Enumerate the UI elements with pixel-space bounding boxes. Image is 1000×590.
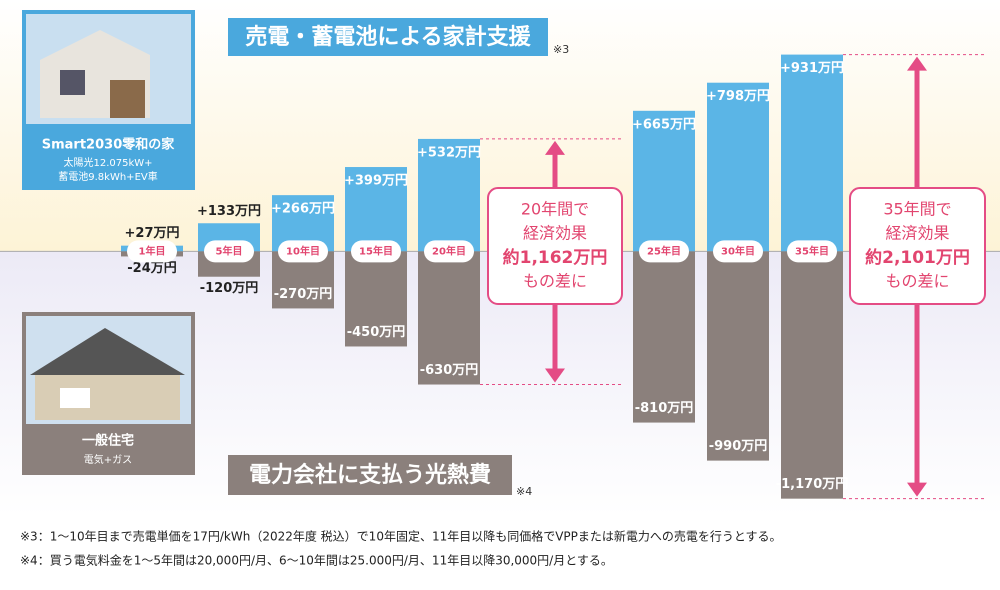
category-label: 5年目 xyxy=(216,244,243,257)
annotation-text: 経済効果 xyxy=(885,224,949,243)
house-name: 一般住宅 xyxy=(82,433,134,449)
annotation-text: 経済効果 xyxy=(523,224,587,243)
bar xyxy=(418,251,480,385)
category-label: 30年目 xyxy=(721,244,755,257)
bar xyxy=(633,251,695,423)
series-title: 電力会社に支払う光熱費 xyxy=(249,462,491,488)
category-pill xyxy=(787,240,837,263)
value-label: +27万円 xyxy=(125,226,180,241)
annotation-box xyxy=(487,187,623,305)
value-label: -630万円 xyxy=(420,363,479,378)
house-detail: 太陽光12.075kW+ xyxy=(63,156,152,169)
value-label: +133万円 xyxy=(197,204,261,219)
category-pill xyxy=(204,240,254,263)
category-label: 1年目 xyxy=(139,244,166,257)
value-label: +798万円 xyxy=(706,89,770,104)
bar xyxy=(418,138,480,252)
category-pill xyxy=(713,240,763,263)
note-mark: ※4 xyxy=(516,485,532,498)
value-label: +665万円 xyxy=(632,117,696,132)
bar xyxy=(781,251,843,499)
house-window xyxy=(60,70,85,95)
arrow-head xyxy=(545,140,565,155)
bar xyxy=(633,110,695,252)
value-label: -990万円 xyxy=(709,439,768,454)
annotation-text: 35年間で xyxy=(883,200,951,219)
house-detail: 電気+ガス xyxy=(84,453,132,466)
series-title: 売電・蓄電池による家計支援 xyxy=(245,24,531,50)
bar xyxy=(707,251,769,461)
value-label: +532万円 xyxy=(417,145,481,160)
category-label: 15年目 xyxy=(359,244,393,257)
annotation-text: 約2,101万円 xyxy=(865,247,970,268)
house-detail: 蓄電池9.8kWh+EV車 xyxy=(58,170,157,183)
category-label: 25年目 xyxy=(647,244,681,257)
annotation-text: 約1,162万円 xyxy=(503,247,608,268)
value-label: +399万円 xyxy=(344,174,408,189)
value-label: -810万円 xyxy=(635,401,694,416)
value-label: +266万円 xyxy=(271,202,335,217)
category-label: 10年目 xyxy=(286,244,320,257)
annotation-text: もの差に xyxy=(523,272,587,291)
annotation-text: もの差に xyxy=(885,272,949,291)
bar xyxy=(707,82,769,252)
bar xyxy=(781,54,843,252)
category-pill xyxy=(639,240,689,263)
category-pill xyxy=(127,240,177,263)
title-banner xyxy=(228,18,548,56)
value-label: +931万円 xyxy=(780,61,844,76)
category-pill xyxy=(278,240,328,263)
value-label: -450万円 xyxy=(347,325,406,340)
category-label: 20年目 xyxy=(432,244,466,257)
annotation-box xyxy=(849,187,986,305)
value-label: -24万円 xyxy=(127,261,177,276)
note-mark: ※3 xyxy=(553,43,569,56)
bar xyxy=(345,167,407,252)
house-window xyxy=(60,388,90,408)
category-pill xyxy=(351,240,401,263)
arrow-head xyxy=(907,482,927,497)
house-door xyxy=(110,80,145,118)
category-label: 35年目 xyxy=(795,244,829,257)
value-label: -270万円 xyxy=(274,287,333,302)
house-roof xyxy=(30,328,185,375)
arrow-head xyxy=(907,56,927,71)
value-label: -1,170万円 xyxy=(776,477,849,492)
title-banner xyxy=(228,455,512,495)
annotation-text: 20年間で xyxy=(521,200,589,219)
value-label: -120万円 xyxy=(200,281,259,296)
footnote: ※3：1〜10年目まで売電単価を17円/kWh（2022年度 税込）で10年固定… xyxy=(20,529,782,544)
arrow-head xyxy=(545,368,565,383)
category-pill xyxy=(424,240,474,263)
footnote: ※4：買う電気料金を1〜5年間は20,000円/月、6〜10年間は25.000円… xyxy=(20,553,613,568)
house-name: Smart2030零和の家 xyxy=(42,137,175,153)
bar xyxy=(345,251,407,347)
